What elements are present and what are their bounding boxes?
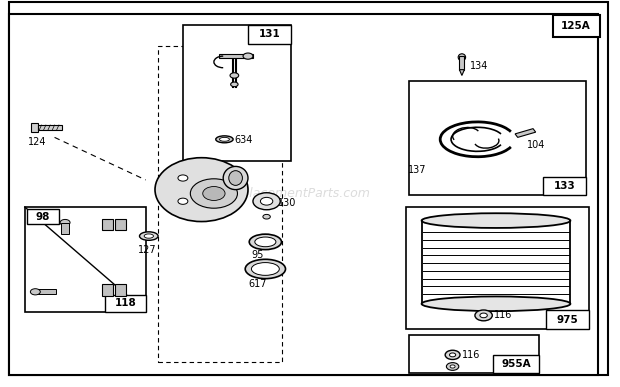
Text: ReplacementParts.com: ReplacementParts.com (225, 187, 370, 200)
Text: 116: 116 (494, 310, 512, 320)
Ellipse shape (252, 262, 279, 276)
Circle shape (190, 179, 237, 208)
Bar (61, 223, 69, 234)
Text: 127: 127 (138, 245, 157, 255)
Circle shape (480, 313, 487, 318)
Circle shape (445, 350, 460, 360)
Text: 617: 617 (248, 279, 267, 289)
Ellipse shape (249, 234, 281, 250)
Ellipse shape (255, 237, 276, 247)
Bar (27, 209, 59, 224)
Bar (102, 219, 113, 230)
Circle shape (203, 187, 225, 200)
Circle shape (60, 219, 70, 226)
Circle shape (231, 82, 238, 87)
Bar (493, 355, 539, 373)
Bar (25, 207, 146, 312)
Ellipse shape (219, 137, 229, 141)
Text: 133: 133 (553, 181, 575, 191)
Bar (515, 128, 536, 137)
Circle shape (450, 353, 456, 357)
Ellipse shape (216, 136, 233, 143)
Ellipse shape (422, 213, 570, 228)
Text: 634: 634 (234, 135, 253, 145)
Text: 955A: 955A (502, 359, 531, 369)
Text: 98: 98 (35, 212, 50, 222)
Circle shape (253, 193, 280, 210)
Bar (542, 177, 586, 195)
Bar (183, 25, 291, 161)
Ellipse shape (246, 259, 285, 279)
Ellipse shape (223, 166, 248, 190)
Circle shape (450, 365, 455, 368)
Text: 124: 124 (28, 137, 46, 147)
Bar (38, 125, 62, 130)
Bar (553, 15, 600, 37)
Circle shape (263, 214, 270, 219)
Text: 125A: 125A (561, 21, 591, 31)
Bar (102, 284, 113, 296)
Circle shape (30, 289, 40, 295)
Bar (546, 310, 589, 329)
Bar (105, 295, 146, 312)
Text: 104: 104 (527, 140, 546, 150)
Ellipse shape (422, 296, 570, 311)
Bar (409, 335, 539, 373)
Bar (158, 46, 282, 362)
Bar (37, 289, 56, 294)
Ellipse shape (155, 158, 248, 221)
Text: 134: 134 (470, 61, 489, 71)
Circle shape (230, 73, 239, 78)
Text: 130: 130 (278, 198, 296, 208)
Circle shape (178, 175, 188, 181)
Ellipse shape (144, 234, 153, 238)
Text: 975: 975 (556, 315, 578, 325)
Text: 137: 137 (408, 165, 427, 175)
Bar (248, 25, 291, 44)
Text: 116: 116 (462, 350, 480, 360)
Text: 118: 118 (115, 298, 137, 308)
Bar (459, 56, 464, 70)
Bar (31, 123, 38, 132)
Circle shape (243, 53, 253, 59)
Bar (406, 207, 589, 329)
Text: 95: 95 (251, 250, 264, 260)
Ellipse shape (458, 54, 466, 61)
Text: 131: 131 (259, 29, 281, 39)
Bar (115, 284, 126, 296)
Circle shape (178, 198, 188, 204)
Ellipse shape (140, 232, 158, 240)
Bar (115, 219, 126, 230)
Circle shape (260, 197, 273, 205)
Circle shape (446, 363, 459, 370)
Bar (409, 81, 586, 195)
Polygon shape (459, 70, 464, 75)
Circle shape (475, 310, 492, 321)
Ellipse shape (229, 171, 242, 185)
Bar (219, 54, 253, 58)
